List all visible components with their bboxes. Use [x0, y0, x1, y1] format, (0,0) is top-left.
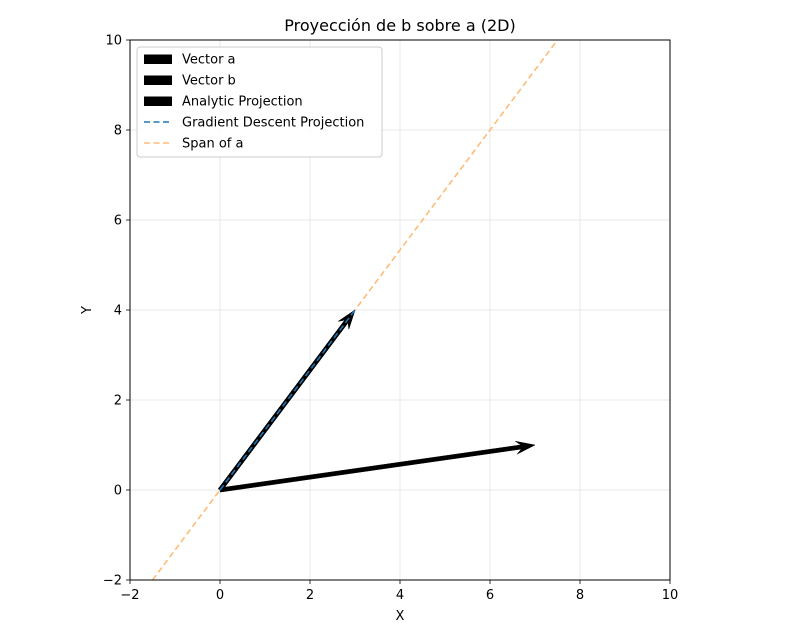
x-axis-label: X [396, 609, 405, 624]
legend-label: Vector b [182, 74, 236, 89]
legend-label: Span of a [182, 137, 243, 152]
y-tick-label: 8 [114, 124, 122, 139]
y-tick-label: 4 [114, 304, 122, 319]
legend-label: Analytic Projection [182, 95, 303, 110]
legend-item-vector-a: Vector a [144, 53, 236, 68]
y-tick-label: 0 [114, 484, 122, 499]
legend-swatch [144, 54, 172, 64]
legend-swatch [144, 96, 172, 106]
chart-title: Proyección de b sobre a (2D) [284, 16, 515, 35]
legend: Vector a Vector b Analytic Projection Gradi… [136, 46, 383, 158]
legend-label: Vector a [182, 53, 236, 68]
legend-box [136, 46, 383, 158]
x-tick-label: 4 [396, 588, 404, 603]
y-tick-label: 10 [105, 34, 122, 49]
legend-swatch [144, 75, 172, 85]
arrow-analytic-projection [217, 309, 356, 492]
ticks: −2 0 2 4 6 8 10 −2 0 2 4 6 8 10 [103, 34, 678, 604]
legend-item-analytic-projection: Analytic Projection [144, 95, 303, 110]
y-tick-label: 6 [114, 214, 122, 229]
y-tick-label: −2 [103, 574, 122, 589]
arrow-vector-b [219, 441, 536, 493]
legend-item-span-of-a: Span of a [144, 137, 243, 152]
y-axis-label: Y [80, 306, 95, 315]
legend-item-vector-b: Vector b [144, 74, 236, 89]
x-tick-label: 6 [486, 588, 494, 603]
x-tick-label: −2 [120, 588, 139, 603]
x-tick-label: 10 [662, 588, 679, 603]
x-tick-label: 2 [306, 588, 314, 603]
x-tick-label: 0 [216, 588, 224, 603]
x-tick-label: 8 [576, 588, 584, 603]
legend-label: Gradient Descent Projection [182, 116, 364, 131]
legend-item-gradient-descent-projection: Gradient Descent Projection [144, 116, 364, 131]
y-tick-label: 2 [114, 394, 122, 409]
plot-area [151, 40, 559, 580]
